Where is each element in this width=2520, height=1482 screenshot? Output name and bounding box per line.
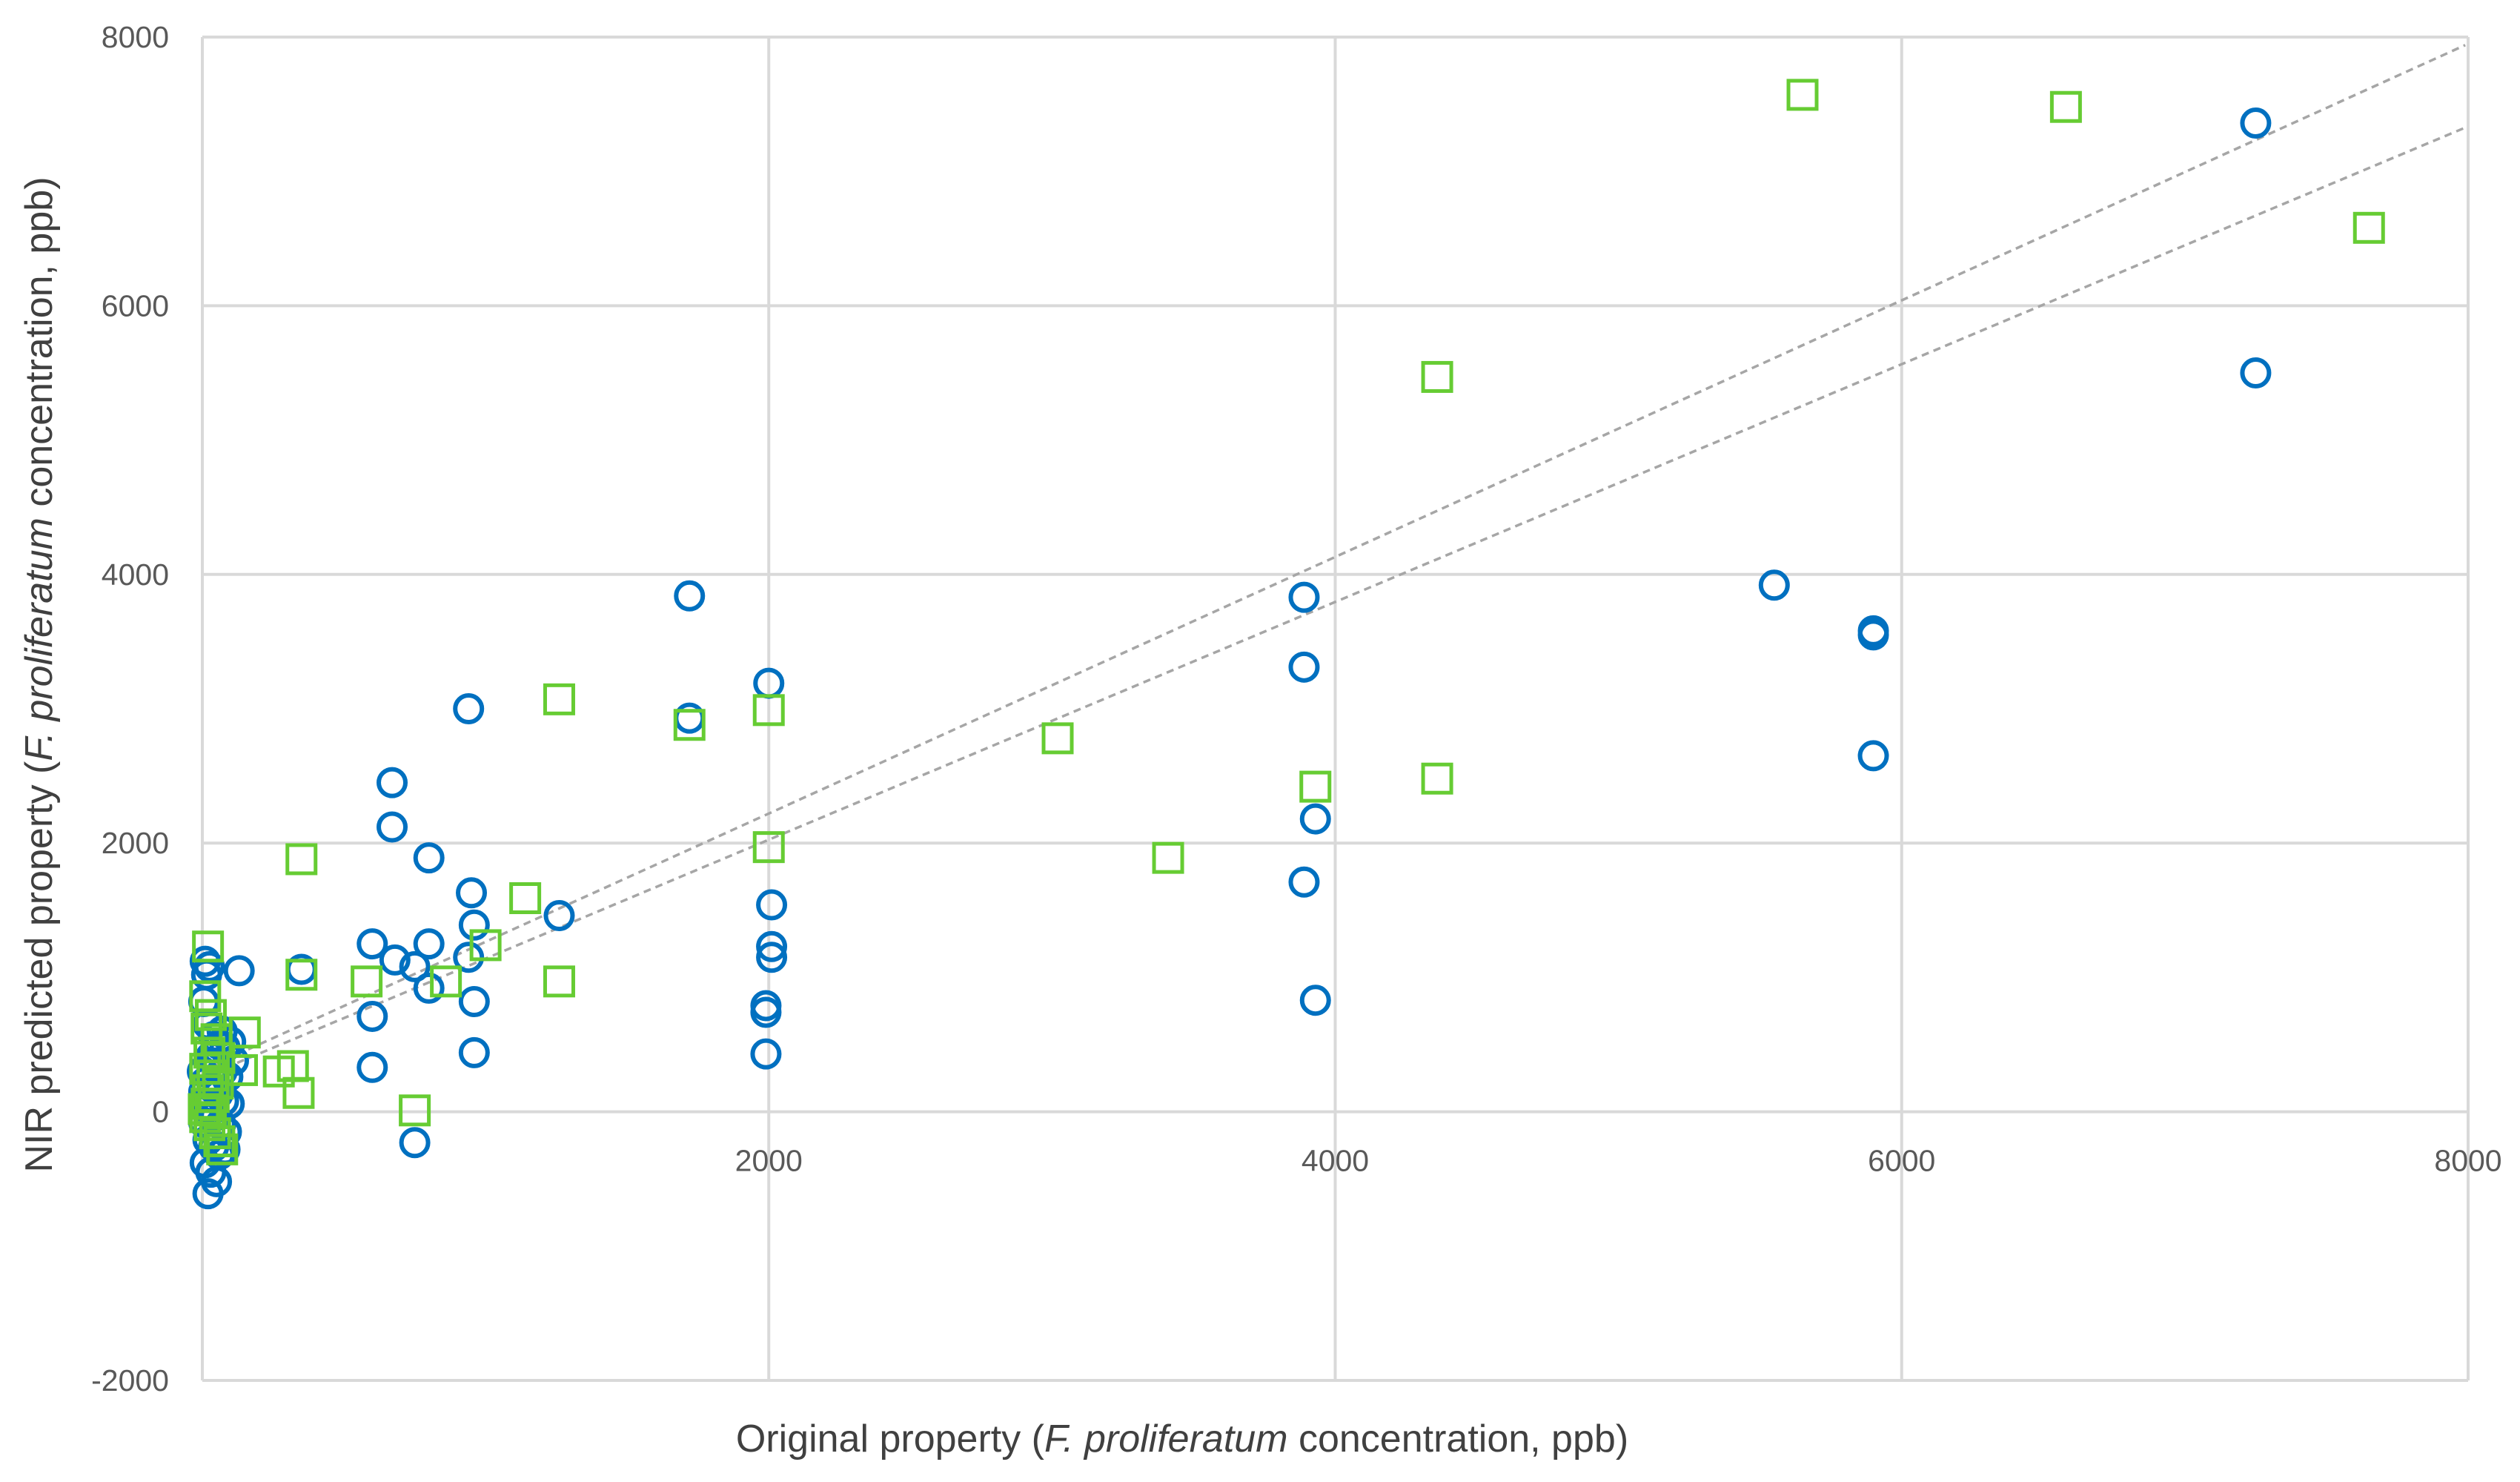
square-point (543, 965, 575, 998)
y-tick-label: 2000 (102, 826, 169, 860)
trendlines (202, 44, 2466, 1079)
y-tick-label: -2000 (91, 1363, 169, 1397)
circle-point (1288, 651, 1320, 683)
circle-point (399, 950, 431, 982)
circle-point (456, 877, 488, 909)
circle-point (399, 1127, 431, 1159)
circle-point (413, 972, 445, 1004)
circle-point (750, 996, 782, 1028)
circle-point (458, 986, 490, 1018)
square-point (1786, 79, 1819, 111)
square-point (1421, 360, 1453, 393)
x-tick-label: 6000 (1868, 1144, 1935, 1178)
square-point (469, 929, 502, 962)
x-tick-label: 4000 (1302, 1144, 1369, 1178)
y-tick-label: 6000 (102, 288, 169, 322)
square-point (351, 965, 383, 998)
square-point (285, 959, 318, 991)
circle-point (458, 909, 490, 941)
circle-point (1857, 740, 1889, 772)
y-tick-label: 8000 (102, 20, 169, 54)
circle-point (192, 1178, 224, 1210)
circle-point (453, 942, 485, 973)
square-point (543, 683, 575, 715)
square-point (1041, 722, 1074, 755)
circle-point (756, 889, 788, 921)
square-point (199, 1117, 231, 1150)
x-tick-label: 8000 (2434, 1144, 2501, 1178)
circle-point (756, 930, 788, 962)
square-point (192, 930, 225, 963)
circle-point (2240, 357, 2272, 388)
y-tick-label: 0 (152, 1095, 169, 1129)
circle-point (413, 928, 445, 960)
circle-point (357, 928, 388, 960)
circle-point (543, 900, 575, 932)
square-point (1421, 762, 1453, 795)
circle-point (1299, 803, 1331, 835)
square-point (262, 1055, 295, 1088)
circle-point (413, 842, 445, 874)
square-point (206, 1133, 239, 1165)
tick-labels: -2000 0 2000 4000 6000 8000 2000 4000 6000 8000 (91, 20, 2501, 1397)
square-point (282, 1076, 315, 1109)
y-axis-title-part-1: NIR predicted property ( (18, 761, 61, 1173)
trendline (202, 44, 2466, 1072)
square-point (752, 694, 785, 727)
circle-point (453, 693, 485, 724)
square-point (509, 881, 542, 914)
square-point (188, 1093, 220, 1125)
circle-point (357, 1000, 388, 1032)
y-axis-title-part-3: concentration, ppb) (18, 176, 61, 517)
circle-point (750, 1038, 782, 1070)
x-axis-title-part-3: concentration, ppb) (1288, 1418, 1629, 1461)
square-point (285, 843, 318, 876)
square-point (673, 709, 706, 741)
square-point (1152, 841, 1184, 874)
square-point (189, 980, 222, 1013)
gridlines (202, 36, 2470, 1382)
x-tick-label: 2000 (735, 1144, 803, 1178)
square-point (399, 1094, 431, 1127)
circle-point (357, 1051, 388, 1083)
x-axis-title-species: F. proliferatum (1044, 1418, 1288, 1461)
square-point (430, 965, 462, 998)
circle-point (1288, 581, 1320, 613)
x-axis-title: Original property (F. proliferatum conce… (736, 1418, 1628, 1461)
circle-point (674, 580, 706, 612)
circle-point (458, 1036, 490, 1068)
square-point (203, 1125, 236, 1157)
circle-point (223, 955, 255, 987)
square-point (752, 831, 785, 864)
circle-point (377, 767, 408, 798)
circle-point (1857, 619, 1889, 651)
square-point (1299, 770, 1332, 803)
circle-point (674, 702, 706, 734)
y-axis-title-species: F. proliferatum (18, 517, 61, 761)
circle-point (377, 811, 408, 843)
circle-point (2240, 107, 2272, 139)
trendline (202, 126, 2466, 1079)
circle-point (756, 942, 788, 973)
y-tick-label: 4000 (102, 558, 169, 592)
square-point (2352, 211, 2385, 244)
circle-point (1758, 569, 1790, 601)
square-point (2049, 90, 2082, 123)
circle-point (379, 944, 411, 976)
x-axis-title-part-1: Original property ( (736, 1418, 1045, 1461)
circle-point (1288, 866, 1320, 898)
square-point (193, 1036, 226, 1069)
circle-point (1299, 985, 1331, 1016)
data-points (187, 79, 2385, 1210)
y-axis-title: NIR predicted property (F. proliferatum … (18, 176, 61, 1172)
